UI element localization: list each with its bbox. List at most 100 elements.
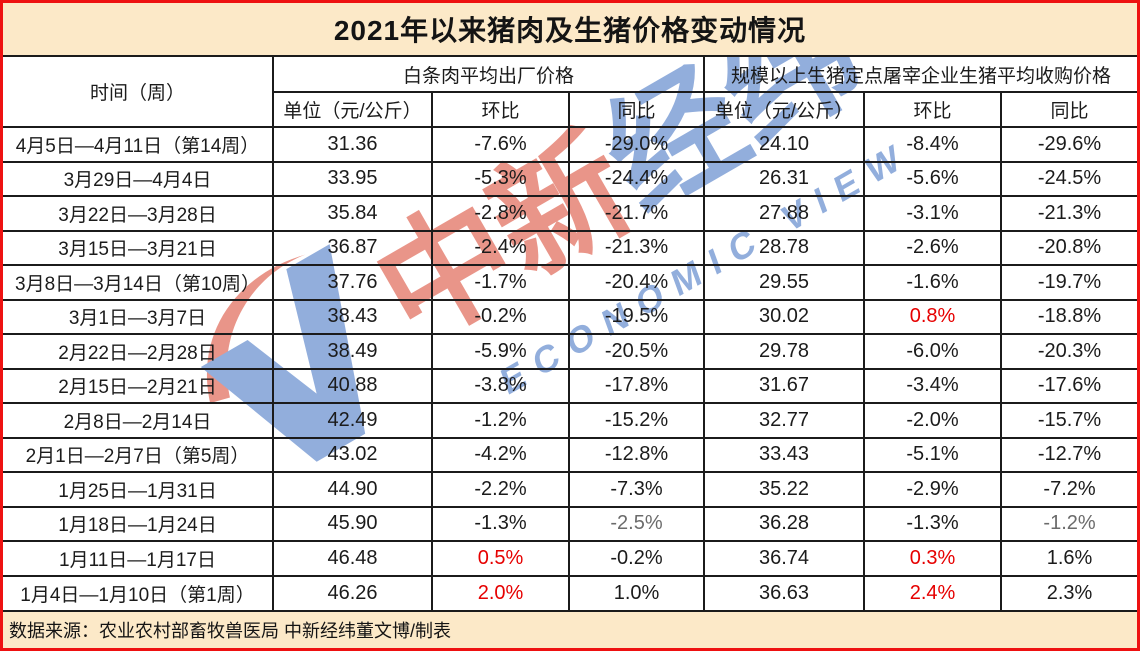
table-cell: -20.8%: [1000, 229, 1137, 266]
table-cell: -2.8%: [431, 195, 570, 232]
table-cell: -2.2%: [431, 471, 570, 508]
table-cell: 36.74: [703, 540, 866, 577]
table-row: 3月29日—4月4日 33.95 -5.3% -24.4% 26.31 -5.6% -24.…: [3, 160, 1137, 197]
table-cell: 0.3%: [863, 540, 1003, 577]
table-cell: -19.7%: [1000, 264, 1137, 301]
row-time-label: 2月22日—2月28日: [3, 333, 274, 370]
table-cell: -29.6%: [1000, 126, 1137, 163]
table-cell: 40.88: [272, 367, 433, 404]
source-note: 数据来源：农业农村部畜牧兽医局 中新经纬董文博/制表: [9, 621, 451, 641]
table-cell: 45.90: [272, 505, 433, 542]
row-time-label: 2月8日—2月14日: [3, 402, 274, 439]
table-cell: -15.7%: [1000, 402, 1137, 439]
table-row: 2月15日—2月21日 40.88 -3.8% -17.8% 31.67 -3.4% -17…: [3, 367, 1137, 404]
row-time-label: 1月25日—1月31日: [3, 471, 274, 508]
header-sub-row: 单位（元/公斤） 环比 同比 单位（元/公斤） 环比 同比: [3, 91, 1137, 128]
table-cell: -2.5%: [567, 505, 706, 542]
footer-bar: 数据来源：农业农村部畜牧兽医局 中新经纬董文博/制表: [3, 610, 1137, 648]
table-cell: 35.84: [272, 195, 433, 232]
table-cell: 1.6%: [1000, 540, 1137, 577]
table-cell: 0.5%: [431, 540, 570, 577]
row-time-label: 2月1日—2月7日（第5周）: [3, 436, 274, 473]
table-cell: -5.6%: [863, 160, 1003, 197]
table-cell: -8.4%: [863, 126, 1003, 163]
table-row: 2月8日—2月14日 42.49 -1.2% -15.2% 32.77 -2.0% -15.…: [3, 402, 1137, 439]
table-cell: 2.4%: [863, 574, 1003, 610]
table-cell: 2.3%: [1000, 574, 1137, 610]
row-time-label: 3月22日—3月28日: [3, 195, 274, 232]
table-row: 1月18日—1月24日 45.90 -1.3% -2.5% 36.28 -1.3% -1.2…: [3, 505, 1137, 542]
table-row: 3月8日—3月14日（第10周） 37.76 -1.7% -20.4% 29.55 -1.…: [3, 264, 1137, 301]
row-time-label: 3月15日—3月21日: [3, 229, 274, 266]
table-cell: 26.31: [703, 160, 866, 197]
table-row: 4月5日—4月11日（第14周） 31.36 -7.6% -29.0% 24.10 -8.…: [3, 126, 1137, 163]
table-cell: -2.9%: [863, 471, 1003, 508]
subheader-unit-1: 单位（元/公斤）: [273, 91, 433, 128]
table-cell: 37.76: [272, 264, 433, 301]
row-time-label: 1月18日—1月24日: [3, 505, 274, 542]
header-time: 时间（周）: [3, 57, 274, 128]
table-cell: 32.77: [703, 402, 866, 439]
table-cell: -7.2%: [1000, 471, 1137, 508]
table-cell: -21.3%: [1000, 195, 1137, 232]
table-cell: -0.2%: [567, 540, 706, 577]
table-cell: 28.78: [703, 229, 866, 266]
table-cell: -7.6%: [431, 126, 570, 163]
table-row: 2月1日—2月7日（第5周） 43.02 -4.2% -12.8% 33.43 -5.1%…: [3, 436, 1137, 473]
table-cell: 31.67: [703, 367, 866, 404]
row-time-label: 1月4日—1月10日（第1周）: [3, 574, 274, 610]
table-cell: -4.2%: [431, 436, 570, 473]
table-cell: -20.3%: [1000, 333, 1137, 370]
table-cell: -1.3%: [863, 505, 1003, 542]
table-cell: 46.26: [272, 574, 433, 610]
table-cell: -29.0%: [567, 126, 706, 163]
table-cell: -20.4%: [567, 264, 706, 301]
table-cell: -1.2%: [431, 402, 570, 439]
title-bar: 2021年以来猪肉及生猪价格变动情况: [3, 3, 1137, 57]
table-cell: 44.90: [272, 471, 433, 508]
header-group-baitiaorou: 白条肉平均出厂价格: [271, 57, 706, 93]
table-row: 1月11日—1月17日 46.48 0.5% -0.2% 36.74 0.3% 1.6%: [3, 540, 1137, 577]
table-cell: -1.2%: [1000, 505, 1137, 542]
table-cell: -2.6%: [863, 229, 1003, 266]
table-row: 3月22日—3月28日 35.84 -2.8% -21.7% 27.88 -3.1% -21…: [3, 195, 1137, 232]
table-cell: -3.4%: [863, 367, 1003, 404]
table-cell: -0.2%: [431, 298, 570, 335]
page-title: 2021年以来猪肉及生猪价格变动情况: [333, 15, 807, 46]
table-cell: -2.0%: [863, 402, 1003, 439]
table-row: 2月22日—2月28日 38.49 -5.9% -20.5% 29.78 -6.0% -20…: [3, 333, 1137, 370]
table-cell: 46.48: [272, 540, 433, 577]
table-cell: 2.0%: [431, 574, 570, 610]
table-cell: -6.0%: [863, 333, 1003, 370]
table-cell: 36.28: [703, 505, 866, 542]
header-group-shengzhu: 规模以上生猪定点屠宰企业生猪平均收购价格: [703, 57, 1137, 93]
table-cell: -12.7%: [1000, 436, 1137, 473]
subheader-unit-2: 单位（元/公斤）: [703, 91, 866, 128]
table-cell: -2.4%: [431, 229, 570, 266]
table-cell: -21.7%: [567, 195, 706, 232]
table-row: 3月15日—3月21日 36.87 -2.4% -21.3% 28.78 -2.6% -20…: [3, 229, 1137, 266]
subheader-yoy-2: 同比: [1000, 91, 1137, 128]
table-cell: -1.7%: [431, 264, 570, 301]
price-table: 时间（周） 白条肉平均出厂价格 规模以上生猪定点屠宰企业生猪平均收购价格 单位（…: [3, 57, 1137, 610]
table-cell: 36.87: [272, 229, 433, 266]
table-cell: -5.3%: [431, 160, 570, 197]
table-cell: 29.78: [703, 333, 866, 370]
table-cell: -20.5%: [567, 333, 706, 370]
table-cell: -3.1%: [863, 195, 1003, 232]
table-cell: -5.9%: [431, 333, 570, 370]
table-cell: -18.8%: [1000, 298, 1137, 335]
row-time-label: 1月11日—1月17日: [3, 540, 274, 577]
table-cell: 38.43: [272, 298, 433, 335]
table-wrapper: 时间（周） 白条肉平均出厂价格 规模以上生猪定点屠宰企业生猪平均收购价格 单位（…: [3, 57, 1137, 610]
table-cell: -24.4%: [567, 160, 706, 197]
table-cell: 33.43: [703, 436, 866, 473]
subheader-mom-2: 环比: [863, 91, 1003, 128]
table-cell: 29.55: [703, 264, 866, 301]
table-cell: -1.6%: [863, 264, 1003, 301]
table-cell: 30.02: [703, 298, 866, 335]
table-cell: 38.49: [272, 333, 433, 370]
table-cell: -1.3%: [431, 505, 570, 542]
table-cell: 31.36: [272, 126, 433, 163]
